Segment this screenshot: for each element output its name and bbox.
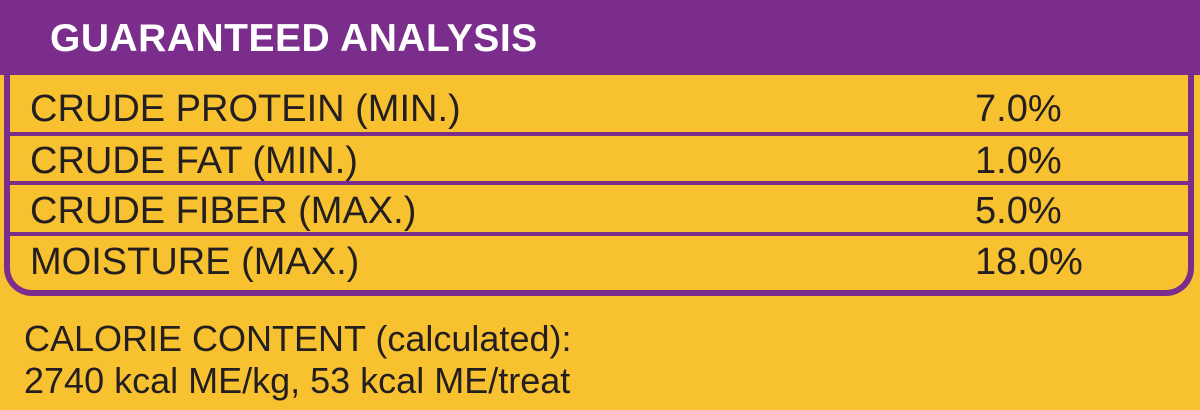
- row-divider: [10, 181, 1188, 185]
- calorie-content-values: 2740 kcal ME/kg, 53 kcal ME/treat: [24, 360, 571, 401]
- calorie-content: CALORIE CONTENT (calculated): 2740 kcal …: [24, 318, 571, 402]
- row-label: MOISTURE (MAX.): [30, 241, 360, 283]
- row-value: 7.0%: [975, 88, 1062, 130]
- table-row-crude-fiber: CRUDE FIBER (MAX.) 5.0%: [10, 185, 1188, 233]
- analysis-table: CRUDE PROTEIN (MIN.) 7.0% CRUDE FAT (MIN…: [4, 75, 1194, 296]
- row-label: CRUDE FAT (MIN.): [30, 140, 358, 182]
- calorie-content-heading: CALORIE CONTENT (calculated):: [24, 318, 572, 359]
- table-row-crude-fat: CRUDE FAT (MIN.) 1.0%: [10, 135, 1188, 183]
- header-bar: GUARANTEED ANALYSIS: [0, 0, 1200, 75]
- row-divider: [10, 232, 1188, 236]
- row-label: CRUDE PROTEIN (MIN.): [30, 88, 461, 130]
- row-divider: [10, 132, 1188, 136]
- page-title: GUARANTEED ANALYSIS: [50, 17, 538, 60]
- table-row-crude-protein: CRUDE PROTEIN (MIN.) 7.0%: [10, 83, 1188, 131]
- row-value: 1.0%: [975, 140, 1062, 182]
- row-value: 5.0%: [975, 190, 1062, 232]
- row-value: 18.0%: [975, 241, 1083, 283]
- row-label: CRUDE FIBER (MAX.): [30, 190, 417, 232]
- table-row-moisture: MOISTURE (MAX.) 18.0%: [10, 236, 1188, 284]
